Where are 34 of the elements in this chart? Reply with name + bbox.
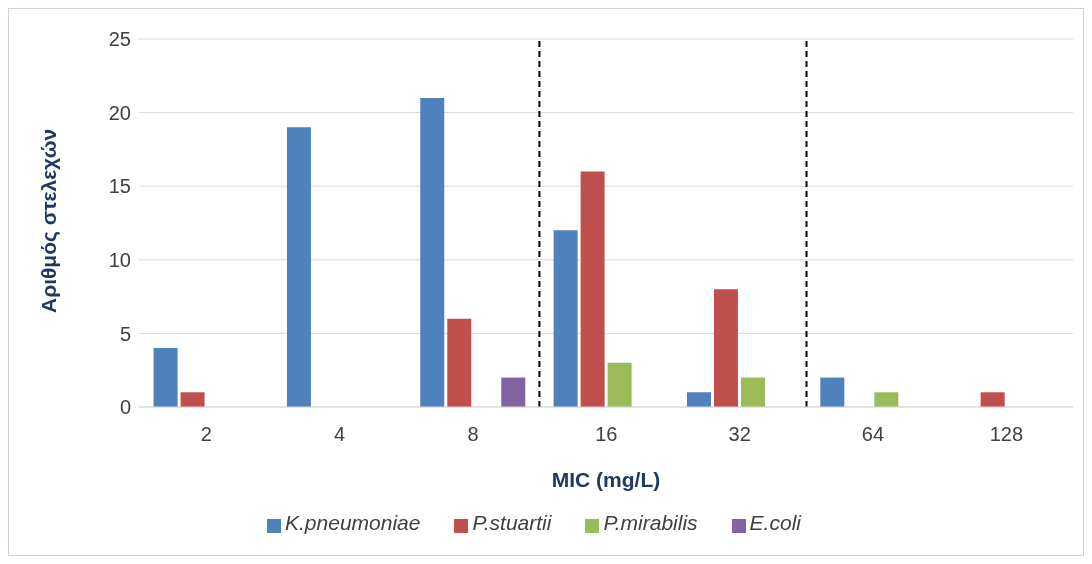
bar <box>501 377 526 407</box>
y-tick-label: 0 <box>119 396 131 419</box>
bar <box>553 230 578 407</box>
x-tick-label: 16 <box>595 423 618 446</box>
x-tick-label: 128 <box>989 423 1024 446</box>
bar <box>153 348 178 407</box>
bar <box>686 392 711 407</box>
y-tick-label: 10 <box>108 248 131 271</box>
x-tick-label: 2 <box>200 423 212 446</box>
bar <box>980 392 1005 407</box>
x-tick-label: 8 <box>467 423 479 446</box>
bar <box>447 318 472 407</box>
bar <box>740 377 765 407</box>
legend-label: K.pneumoniae <box>285 511 421 534</box>
bar <box>820 377 845 407</box>
x-axis-title: MIC (mg/L) <box>551 468 661 491</box>
x-tick-label: 32 <box>728 423 751 446</box>
x-tick-label: 4 <box>334 423 346 446</box>
y-tick-label: 15 <box>108 175 131 198</box>
y-tick-label: 25 <box>108 28 131 51</box>
y-tick-label: 20 <box>108 101 131 124</box>
bar <box>713 289 738 407</box>
bar <box>607 362 632 407</box>
legend-label: P.mirabilis <box>603 511 698 534</box>
x-tick-label: 64 <box>861 423 885 446</box>
y-axis-title: Αριθμός στελεχών <box>37 128 62 313</box>
legend-label: E.coli <box>749 511 801 534</box>
bar <box>874 392 899 407</box>
legend-label: P.stuartii <box>472 511 552 534</box>
bar <box>420 97 445 407</box>
bar <box>286 127 311 407</box>
bar <box>580 171 605 407</box>
y-tick-label: 5 <box>119 322 131 345</box>
bar <box>180 392 205 407</box>
